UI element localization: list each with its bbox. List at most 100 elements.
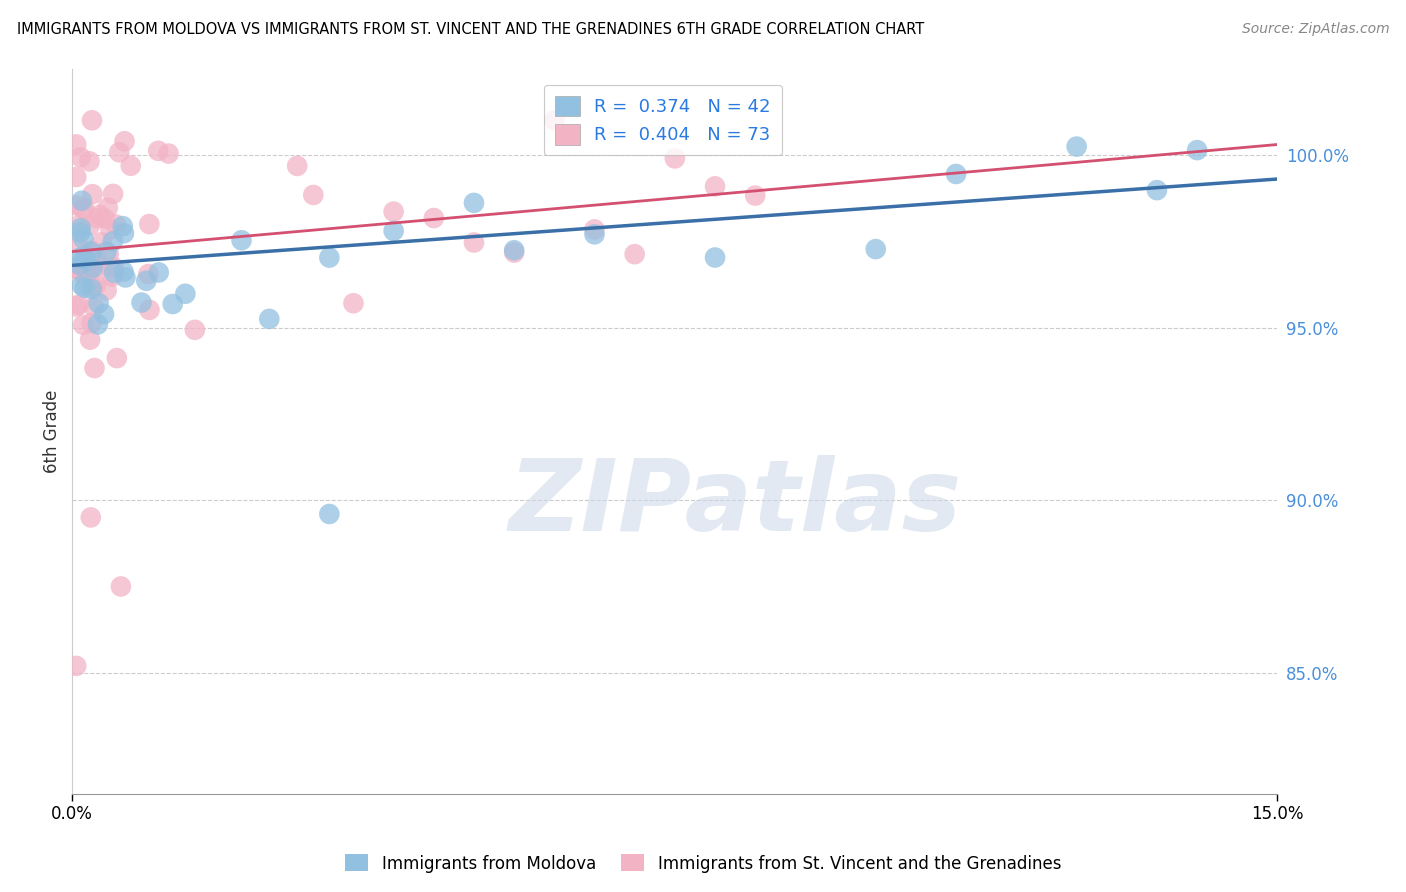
Point [318,507,340,521]
Point [76,261,98,276]
Point [101,269,124,284]
Point [114,270,136,285]
Point [76,246,98,260]
Point [73,202,96,216]
Point [79,333,101,347]
Point [342,296,364,310]
Point [69,258,91,272]
Point [231,233,253,247]
Point [423,211,446,225]
Point [93,211,115,226]
Point [103,266,125,280]
Point [80,510,103,524]
Point [84,260,107,275]
Point [704,179,727,194]
Point [96,284,118,298]
Point [463,235,485,250]
Point [148,265,170,279]
Point [111,219,134,234]
Point [65,659,87,673]
Point [865,242,887,256]
Point [66,198,89,212]
Point [1066,139,1088,153]
Point [65,137,87,152]
Point [101,235,124,249]
Point [108,145,131,160]
Point [138,302,160,317]
Point [87,318,110,332]
Point [382,204,405,219]
Point [112,265,135,279]
Point [80,316,103,330]
Point [463,195,485,210]
Point [138,267,160,281]
Point [65,169,87,184]
Point [80,245,103,260]
Legend: R =  0.374   N = 42, R =  0.404   N = 73: R = 0.374 N = 42, R = 0.404 N = 73 [544,85,782,155]
Point [75,251,97,265]
Point [157,146,180,161]
Point [174,286,197,301]
Point [72,232,94,246]
Point [744,188,766,202]
Point [583,227,606,242]
Point [93,307,115,321]
Point [80,113,103,128]
Point [86,211,108,226]
Point [80,244,103,258]
Point [138,217,160,231]
Point [67,298,90,312]
Point [104,218,127,232]
Point [704,251,727,265]
Point [65,235,87,249]
Point [112,226,135,240]
Point [503,244,526,258]
Point [503,245,526,260]
Text: Source: ZipAtlas.com: Source: ZipAtlas.com [1241,22,1389,37]
Point [69,251,91,265]
Point [69,226,91,240]
Point [65,261,87,276]
Point [318,251,340,265]
Point [72,318,94,332]
Point [302,188,325,202]
Point [87,255,110,269]
Point [69,262,91,277]
Point [82,260,104,275]
Point [583,222,606,236]
Point [82,279,104,293]
Y-axis label: 6th Grade: 6th Grade [44,390,60,473]
Point [69,218,91,232]
Point [84,254,107,268]
Point [73,281,96,295]
Point [79,154,101,169]
Point [623,247,645,261]
Point [69,150,91,164]
Point [70,278,93,293]
Point [1185,143,1208,157]
Point [103,260,125,274]
Point [100,222,122,236]
Text: ZIPatlas: ZIPatlas [509,455,962,552]
Point [65,300,87,314]
Point [83,300,105,314]
Point [75,248,97,262]
Point [382,224,405,238]
Point [543,113,565,128]
Point [76,267,98,281]
Point [83,248,105,262]
Point [97,201,120,215]
Point [90,235,112,249]
Point [162,297,184,311]
Point [97,247,120,261]
Point [89,208,111,222]
Point [96,244,118,259]
Point [945,167,967,181]
Text: IMMIGRANTS FROM MOLDOVA VS IMMIGRANTS FROM ST. VINCENT AND THE GRENADINES 6TH GR: IMMIGRANTS FROM MOLDOVA VS IMMIGRANTS FR… [17,22,924,37]
Legend: Immigrants from Moldova, Immigrants from St. Vincent and the Grenadines: Immigrants from Moldova, Immigrants from… [339,847,1067,880]
Point [83,361,105,376]
Point [72,267,94,281]
Point [120,159,142,173]
Point [69,221,91,235]
Point [148,144,170,158]
